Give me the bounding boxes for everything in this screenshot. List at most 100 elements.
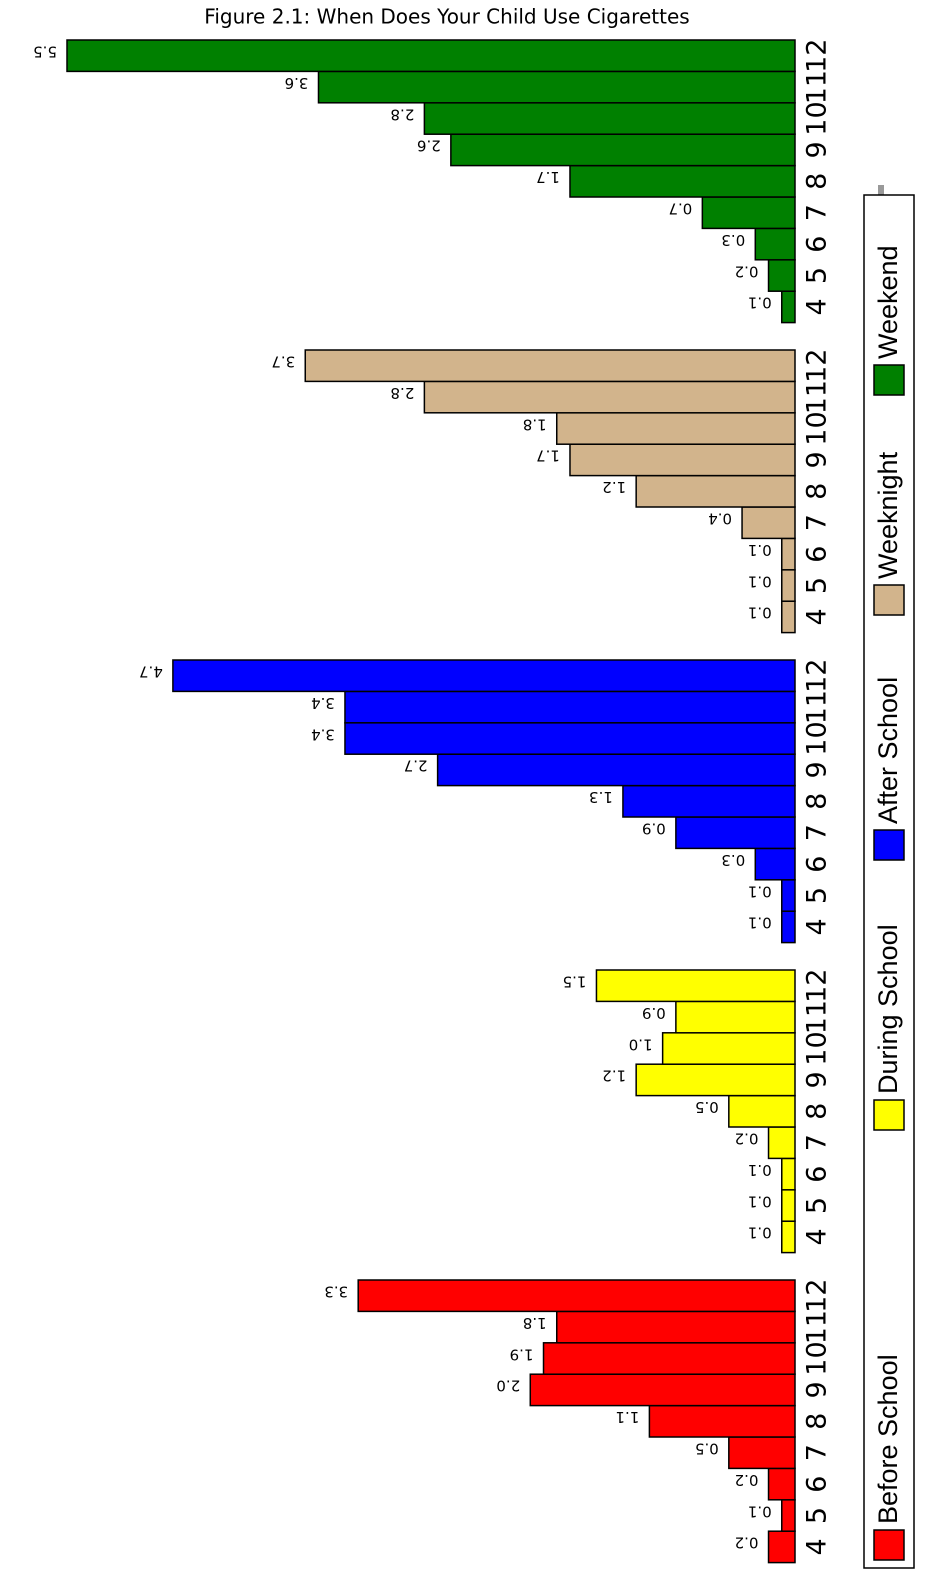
- bar: [767, 1467, 796, 1501]
- bar: [357, 1279, 796, 1313]
- data-label: 1.7: [536, 168, 560, 186]
- x-tick-label: 10: [802, 101, 833, 135]
- x-tick-label: 11: [802, 690, 833, 724]
- bar: [622, 784, 796, 818]
- legend-frame: [863, 194, 915, 1569]
- data-label: 1.1: [615, 1408, 639, 1426]
- bar: [569, 443, 796, 477]
- bar: [423, 102, 796, 135]
- bar: [569, 164, 796, 198]
- data-label: 0.1: [748, 1224, 772, 1242]
- bar: [754, 227, 796, 261]
- data-label: 0.9: [642, 820, 666, 838]
- legend-swatch: [873, 584, 905, 616]
- bar: [450, 133, 796, 167]
- x-tick-label: 12: [802, 1279, 833, 1313]
- x-tick-label: 5: [802, 577, 833, 594]
- bar: [767, 1126, 796, 1160]
- bar: [781, 569, 796, 602]
- x-tick-label: 11: [802, 1000, 833, 1034]
- x-tick-label: 5: [802, 1197, 833, 1214]
- data-label: 0.1: [748, 1192, 772, 1210]
- x-tick-label: 6: [802, 856, 833, 873]
- bar: [781, 1189, 796, 1222]
- data-label: 2.8: [390, 105, 414, 123]
- bar: [767, 259, 796, 292]
- x-tick-label: 6: [802, 1476, 833, 1493]
- legend: Before School During School After School We…: [863, 194, 915, 1569]
- data-label: 0.2: [735, 1130, 759, 1148]
- legend-label: During School: [873, 924, 903, 1094]
- data-label: 3.3: [324, 1283, 348, 1301]
- x-tick-label: 4: [802, 1228, 833, 1245]
- bar: [344, 722, 796, 755]
- data-label: 0.9: [642, 1004, 666, 1022]
- x-tick-label: 8: [802, 1413, 833, 1430]
- data-label: 1.0: [629, 1035, 653, 1053]
- data-label: 0.2: [735, 262, 759, 280]
- bar: [555, 1310, 796, 1344]
- data-label: 0.1: [748, 541, 772, 559]
- data-label: 0.1: [748, 914, 772, 932]
- bar: [781, 1220, 796, 1254]
- data-label: 2.0: [496, 1377, 520, 1395]
- bar: [741, 506, 796, 540]
- legend-label: Weeknight: [873, 451, 903, 579]
- data-label: 1.3: [589, 788, 613, 806]
- x-tick-label: 12: [802, 349, 833, 383]
- x-tick-label: 5: [802, 1507, 833, 1524]
- data-label: 0.2: [735, 1471, 759, 1489]
- bar: [781, 290, 796, 324]
- bar: [781, 1499, 796, 1532]
- data-label: 2.7: [404, 757, 428, 775]
- bar: [66, 39, 796, 73]
- legend-swatch: [873, 364, 905, 396]
- bar: [542, 1342, 796, 1375]
- x-tick-label: 6: [802, 236, 833, 253]
- x-tick-label: 11: [802, 1310, 833, 1344]
- x-tick-label: 10: [802, 1031, 833, 1065]
- bar: [701, 196, 796, 230]
- bar: [754, 847, 796, 881]
- x-tick-label: 4: [802, 918, 833, 935]
- x-tick-label: 5: [802, 267, 833, 284]
- bar: [781, 537, 796, 571]
- data-label: 2.6: [417, 137, 441, 155]
- legend-swatch: [873, 829, 905, 861]
- legend-label: After School: [873, 677, 903, 824]
- data-label: 0.5: [695, 1440, 719, 1458]
- bar: [728, 1436, 796, 1470]
- x-tick-label: 7: [802, 204, 833, 221]
- data-label: 0.1: [748, 882, 772, 900]
- data-label: 4.7: [139, 663, 163, 681]
- bar: [635, 1063, 796, 1097]
- bar: [304, 349, 796, 383]
- bar: [555, 412, 796, 445]
- x-tick-label: 11: [802, 380, 833, 414]
- data-label: 0.1: [748, 1161, 772, 1179]
- data-label: 0.1: [748, 572, 772, 590]
- bar: [172, 659, 796, 693]
- data-label: 1.7: [536, 447, 560, 465]
- data-label: 1.9: [510, 1345, 534, 1363]
- x-tick-label: 4: [802, 298, 833, 315]
- data-label: 1.8: [523, 1314, 547, 1332]
- x-tick-label: 7: [802, 1134, 833, 1151]
- bar: [781, 1157, 796, 1191]
- x-tick-label: 8: [802, 483, 833, 500]
- chart-title: Figure 2.1: When Does Your Child Use Cig…: [204, 5, 689, 29]
- x-tick-label: 4: [802, 608, 833, 625]
- x-tick-label: 12: [802, 969, 833, 1003]
- legend-label: Before School: [873, 1354, 903, 1524]
- bar: [648, 1404, 796, 1438]
- data-label: 3.4: [311, 694, 335, 712]
- bar: [728, 1094, 796, 1128]
- data-label: 0.1: [748, 294, 772, 312]
- bar: [781, 600, 796, 634]
- data-label: 0.3: [721, 851, 745, 869]
- x-tick-label: 9: [802, 141, 833, 158]
- data-label: 1.2: [602, 478, 626, 496]
- bar: [781, 879, 796, 912]
- legend-label: Weekend: [873, 245, 903, 359]
